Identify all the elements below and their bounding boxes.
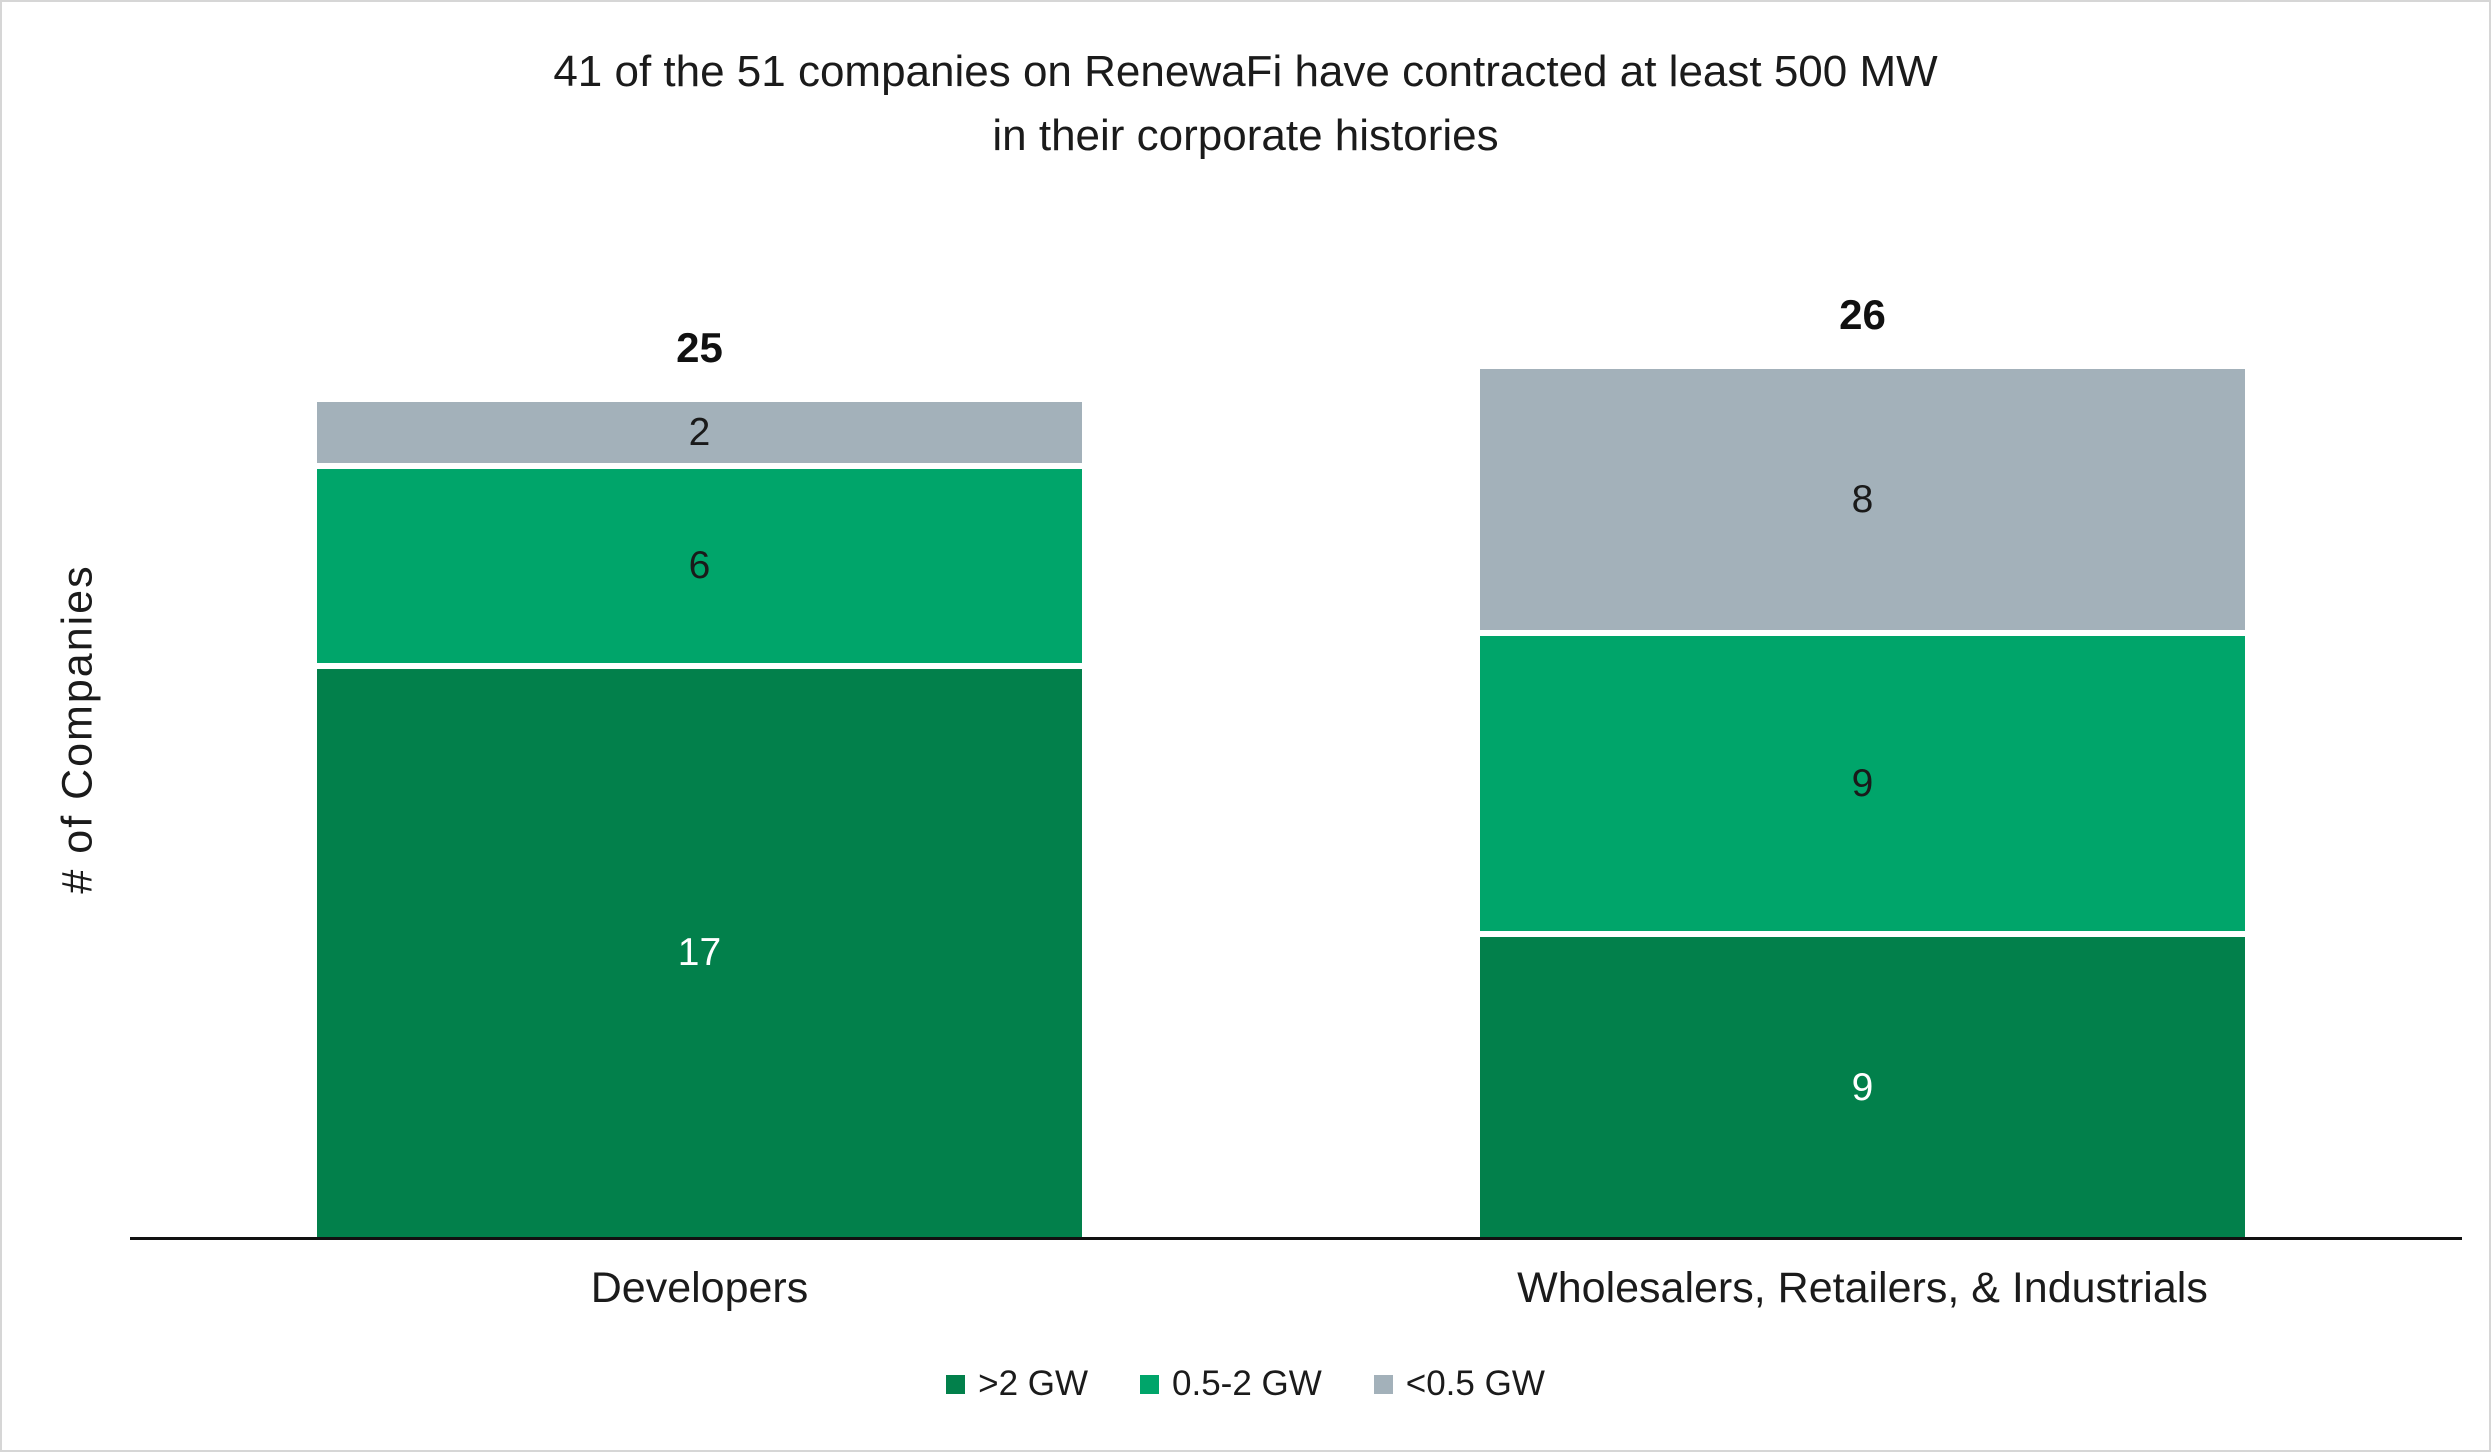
chart-title: 41 of the 51 companies on RenewaFi have … [2,40,2489,168]
category-label-developers: Developers [590,1264,809,1312]
stacked-bar-developers: 2 6 17 [317,402,1082,1237]
segment-value-label: 17 [677,931,722,974]
bar-segment--2-gw-cat1: 9 [1480,937,2245,1238]
legend-item--2-gw: >2 GW [946,1364,1088,1404]
category-label-wholesalers: Wholesalers, Retailers, & Industrials [1517,1264,2208,1312]
legend-swatch-icon [946,1374,966,1394]
bar-total-wholesalers: 26 [1839,291,1886,338]
segment-value-label: 2 [688,410,711,454]
bar-segment--0.5-gw-cat0: 2 [317,402,1082,469]
segment-value-label: 6 [688,544,711,587]
legend-swatch-icon [1140,1374,1160,1394]
bar-segment--0.5-gw-cat1: 8 [1480,369,2245,636]
bar-segment-0.5-2-gw-cat1: 9 [1480,636,2245,937]
legend-label: >2 GW [978,1364,1089,1403]
y-axis-label: # of Companies [53,564,102,894]
bar-total-developers: 25 [676,324,723,371]
chart-title-line2: in their corporate histories [992,111,1499,160]
legend-swatch-icon [1373,1374,1393,1394]
segment-value-label: 8 [1851,477,1874,521]
bar-segment-0.5-2-gw-cat0: 6 [317,469,1082,669]
segment-value-label: 9 [1851,1065,1874,1109]
legend-label: <0.5 GW [1405,1364,1545,1403]
stacked-bar-wholesalers: 8 9 9 [1480,369,2245,1238]
x-axis-line [130,1237,2462,1240]
legend-label: 0.5-2 GW [1172,1364,1322,1403]
legend-item-0.5-2-gw: 0.5-2 GW [1140,1364,1322,1404]
bar-segment--2-gw-cat0: 17 [317,669,1082,1237]
segment-value-label: 9 [1851,761,1874,805]
legend-item--0.5-gw: <0.5 GW [1373,1364,1545,1404]
chart-legend: >2 GW 0.5-2 GW <0.5 GW [2,1364,2489,1404]
chart-title-line1: 41 of the 51 companies on RenewaFi have … [553,47,1938,96]
